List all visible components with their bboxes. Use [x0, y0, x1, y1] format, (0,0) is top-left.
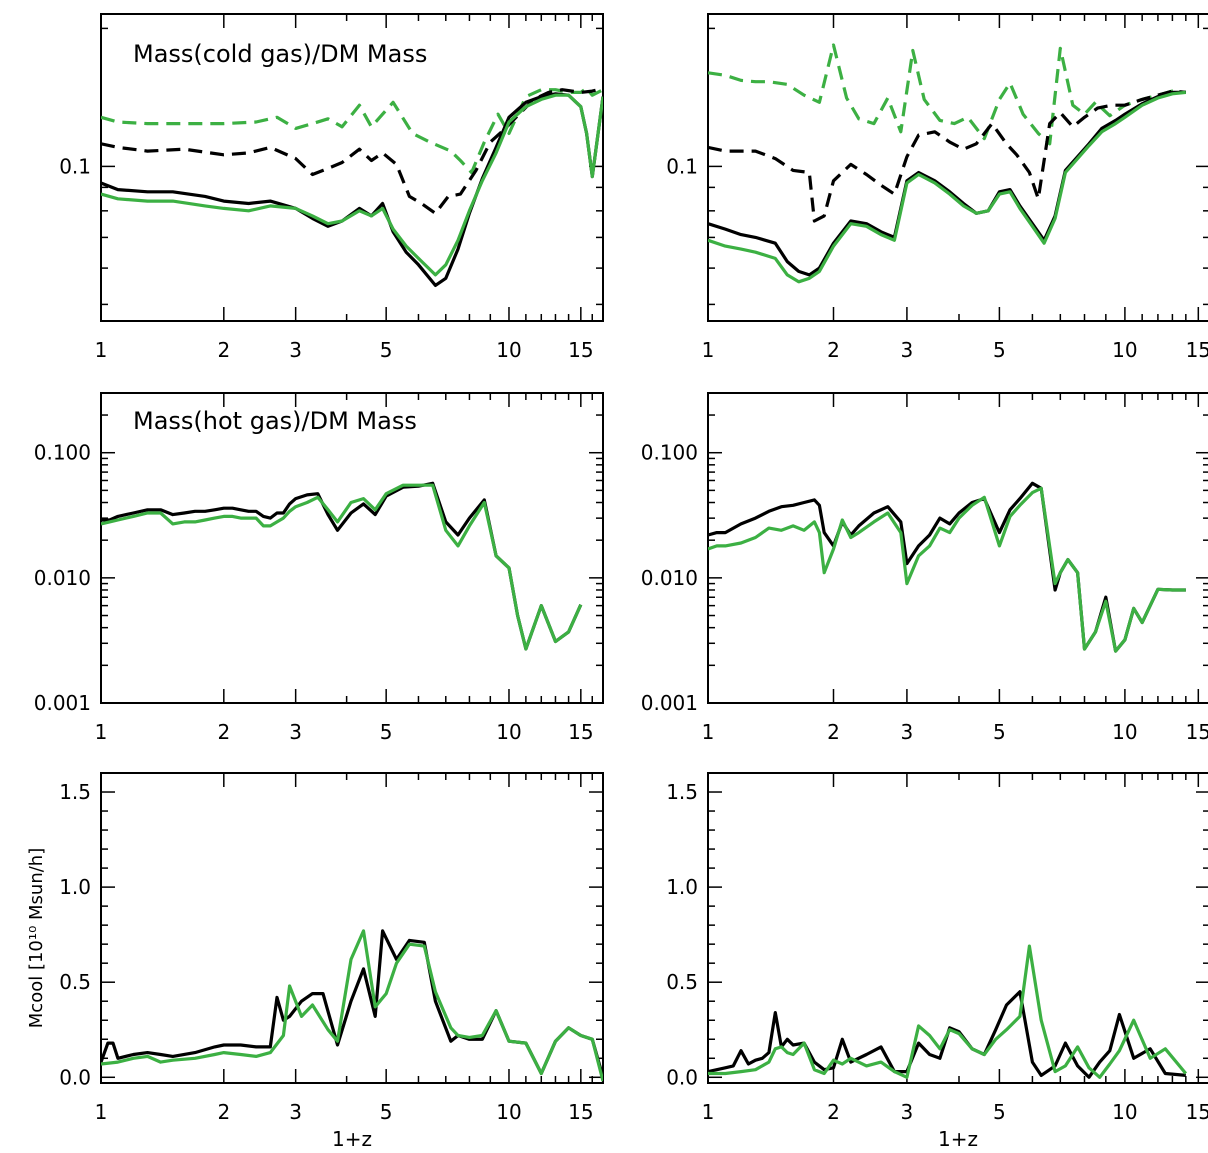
x-tick-label: 1 [95, 720, 108, 744]
x-tick-label: 10 [496, 1100, 521, 1124]
axes-frame [707, 392, 1208, 704]
x-tick-label: 15 [568, 338, 593, 362]
x-tick-label: 10 [1112, 1100, 1137, 1124]
y-tick-label: 0.001 [641, 691, 698, 715]
x-tick-label: 1 [702, 338, 715, 362]
y-tick-label: 0.5 [666, 970, 698, 994]
x-tick-label: 2 [827, 720, 840, 744]
x-tick-label: 10 [1112, 720, 1137, 744]
x-tick-label: 15 [1186, 720, 1208, 744]
y-tick-label: 0.1 [59, 154, 91, 178]
series-line-green-dashed [708, 43, 1186, 146]
x-tick-label: 1 [95, 338, 108, 362]
x-tick-label: 5 [380, 720, 393, 744]
y-axis-label-mcool: Mcool [10¹⁰ Msun/h] [26, 848, 47, 1028]
x-tick-label: 5 [993, 720, 1006, 744]
axes-frame [707, 772, 1208, 1084]
series-line-green-dashed [101, 86, 603, 175]
x-tick-label: 5 [993, 1100, 1006, 1124]
x-tick-label: 10 [496, 338, 521, 362]
x-tick-label: 10 [1112, 338, 1137, 362]
x-tick-label: 2 [217, 720, 230, 744]
series-line-black-dashed [708, 89, 1186, 223]
x-tick-label: 3 [901, 338, 914, 362]
panel1-annotation: Mass(cold gas)/DM Mass [133, 40, 427, 68]
y-tick-label: 1.5 [59, 780, 91, 804]
y-tick-label: 0.5 [59, 970, 91, 994]
x-tick-label: 2 [827, 338, 840, 362]
y-tick-label: 0.100 [641, 441, 698, 465]
x-tick-label: 3 [289, 1100, 302, 1124]
x-tick-label: 15 [568, 1100, 593, 1124]
series-line-green-solid [708, 944, 1188, 1079]
x-tick-label: 3 [901, 1100, 914, 1124]
series-line-black-solid [101, 92, 603, 287]
x-tick-label: 15 [568, 720, 593, 744]
series-line-black-solid [101, 929, 603, 1078]
x-tick-label: 5 [380, 338, 393, 362]
y-tick-label: 0.0 [59, 1065, 91, 1089]
y-tick-label: 0.001 [34, 691, 91, 715]
x-tick-label: 10 [496, 720, 521, 744]
axes-frame [100, 13, 604, 322]
x-tick-label: 15 [1186, 1100, 1208, 1124]
x-tick-label: 5 [993, 338, 1006, 362]
series-line-black-solid [708, 481, 1186, 653]
panel-6: 1 2 3 5 10 15 0.0 0.5 1.0 1.5 [666, 772, 1208, 1124]
x-tick-label: 15 [1186, 338, 1208, 362]
y-tick-label: 0.100 [34, 441, 91, 465]
x-axis-label-right: 1+z [938, 1127, 978, 1148]
series-line-black-dashed [101, 86, 603, 215]
y-tick-label: 1.5 [666, 780, 698, 804]
axes-frame [100, 772, 604, 1084]
y-tick-label: 0.0 [666, 1065, 698, 1089]
x-tick-label: 1 [95, 1100, 108, 1124]
x-tick-label: 1 [702, 720, 715, 744]
x-tick-label: 3 [289, 720, 302, 744]
y-tick-label: 0.010 [641, 566, 698, 590]
series-line-green-solid [101, 483, 583, 651]
x-tick-label: 5 [380, 1100, 393, 1124]
panel-4: 1 2 3 5 10 15 0.001 0.010 0.100 [641, 392, 1208, 744]
series-line-green-solid [708, 486, 1186, 653]
panel-5: 1 2 3 5 10 15 0.0 0.5 1.0 1.5 [59, 772, 604, 1124]
x-tick-label: 1 [702, 1100, 715, 1124]
y-tick-label: 0.010 [34, 566, 91, 590]
panel-1: 1 2 3 5 10 15 0.1 [59, 13, 604, 362]
series-line-green-solid [708, 90, 1186, 284]
y-tick-label: 0.1 [666, 154, 698, 178]
axes-frame [707, 13, 1208, 322]
x-tick-label: 2 [217, 1100, 230, 1124]
panel3-annotation: Mass(hot gas)/DM Mass [133, 407, 417, 435]
y-tick-label: 1.0 [59, 875, 91, 899]
series-line-green-solid [101, 93, 603, 277]
x-tick-label: 3 [289, 338, 302, 362]
axes-frame [100, 392, 604, 704]
y-tick-label: 1.0 [666, 875, 698, 899]
panel-2: 1 2 3 5 10 15 0.1 [666, 13, 1208, 362]
x-tick-label: 3 [901, 720, 914, 744]
x-tick-label: 2 [827, 1100, 840, 1124]
panel-3: 1 2 3 5 10 15 0.001 0.010 0.100 [34, 392, 604, 744]
series-line-green-solid [101, 929, 603, 1082]
series-line-black-solid [708, 90, 1186, 277]
x-axis-label-left: 1+z [332, 1127, 372, 1148]
x-tick-label: 2 [217, 338, 230, 362]
